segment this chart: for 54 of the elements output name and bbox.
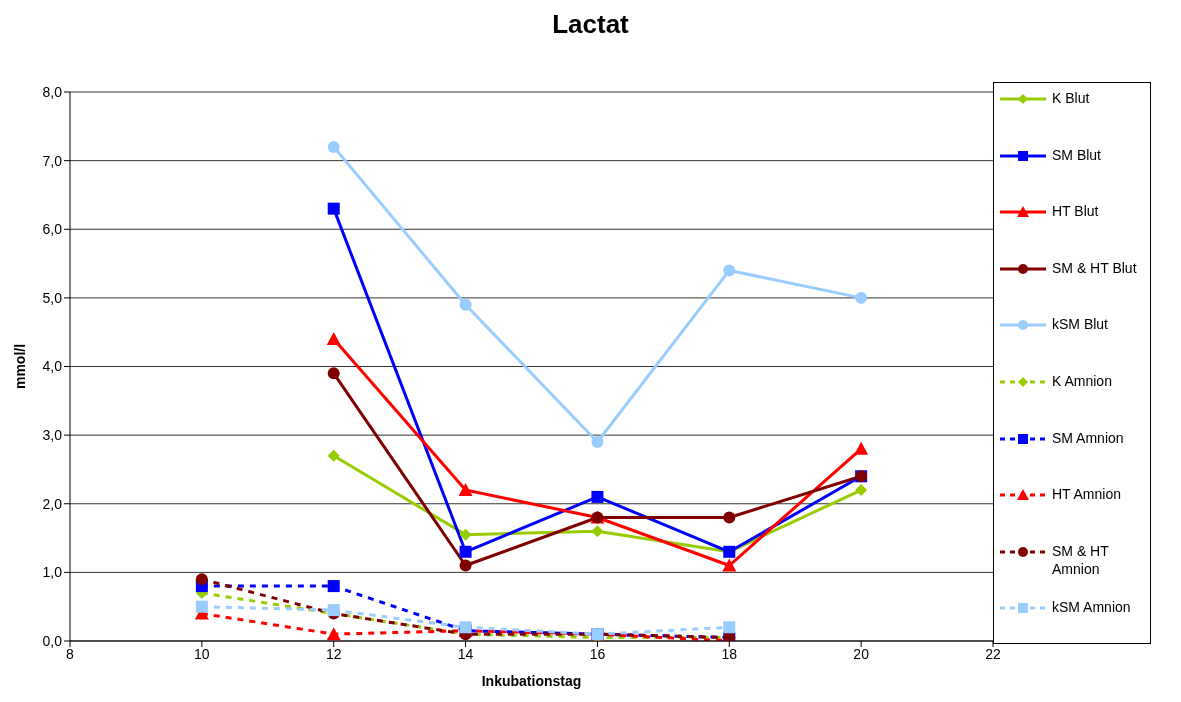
legend-label: HT Blut	[1052, 202, 1100, 221]
point	[723, 511, 736, 524]
x-tick-label: 10	[194, 645, 210, 662]
point	[327, 449, 340, 462]
y-tick-label: 1,0	[42, 564, 63, 581]
point	[723, 621, 736, 634]
x-tick-label: 16	[589, 645, 606, 662]
x-tick-label: 8	[66, 645, 75, 662]
legend-label: K Blut	[1052, 89, 1091, 107]
legend-label: SM & HT Amnion	[1052, 541, 1110, 578]
point	[459, 528, 472, 541]
point	[195, 573, 208, 586]
y-tick-label: 4,0	[42, 358, 63, 375]
legend-label: kSM Amnion	[1052, 598, 1132, 617]
y-axis-title: mmol/l	[11, 343, 28, 390]
point	[327, 140, 340, 153]
point	[591, 490, 604, 503]
y-tick-label: 7,0	[42, 152, 63, 169]
point	[855, 291, 868, 304]
legend-label: HT Amnion	[1052, 485, 1122, 504]
x-tick-label: 20	[853, 645, 870, 662]
point	[722, 558, 737, 572]
point	[327, 367, 340, 380]
point	[459, 298, 472, 311]
point	[855, 484, 868, 497]
legend-label: SM Amnion	[1052, 428, 1125, 447]
x-tick-label: 22	[985, 645, 1001, 662]
point	[591, 435, 604, 448]
legend-label: SM Blut	[1052, 145, 1102, 164]
y-tick-label: 5,0	[42, 289, 63, 306]
point	[459, 545, 472, 558]
point	[327, 202, 340, 215]
chart-title: Lactat	[551, 8, 630, 41]
point	[326, 332, 341, 346]
point	[723, 264, 736, 277]
legend-label: K Amnion	[1052, 371, 1113, 390]
y-tick-label: 0,0	[42, 632, 63, 649]
legend-label: kSM Blut	[1052, 315, 1109, 334]
point	[195, 600, 208, 613]
point	[591, 525, 604, 538]
x-tick-label: 18	[721, 645, 738, 662]
x-tick-label: 12	[325, 645, 342, 662]
legend-label: SM & HT Blut	[1052, 258, 1138, 277]
point	[326, 627, 341, 641]
y-tick-label: 2,0	[42, 495, 63, 512]
point	[854, 441, 869, 455]
point	[458, 483, 473, 497]
point	[327, 580, 340, 593]
point	[459, 559, 472, 572]
y-tick-label: 3,0	[42, 427, 63, 444]
y-tick-label: 6,0	[42, 221, 63, 238]
x-tick-label: 14	[457, 645, 474, 662]
y-tick-label: 8,0	[42, 83, 63, 100]
x-axis-title: Inkubationstag	[481, 673, 582, 689]
